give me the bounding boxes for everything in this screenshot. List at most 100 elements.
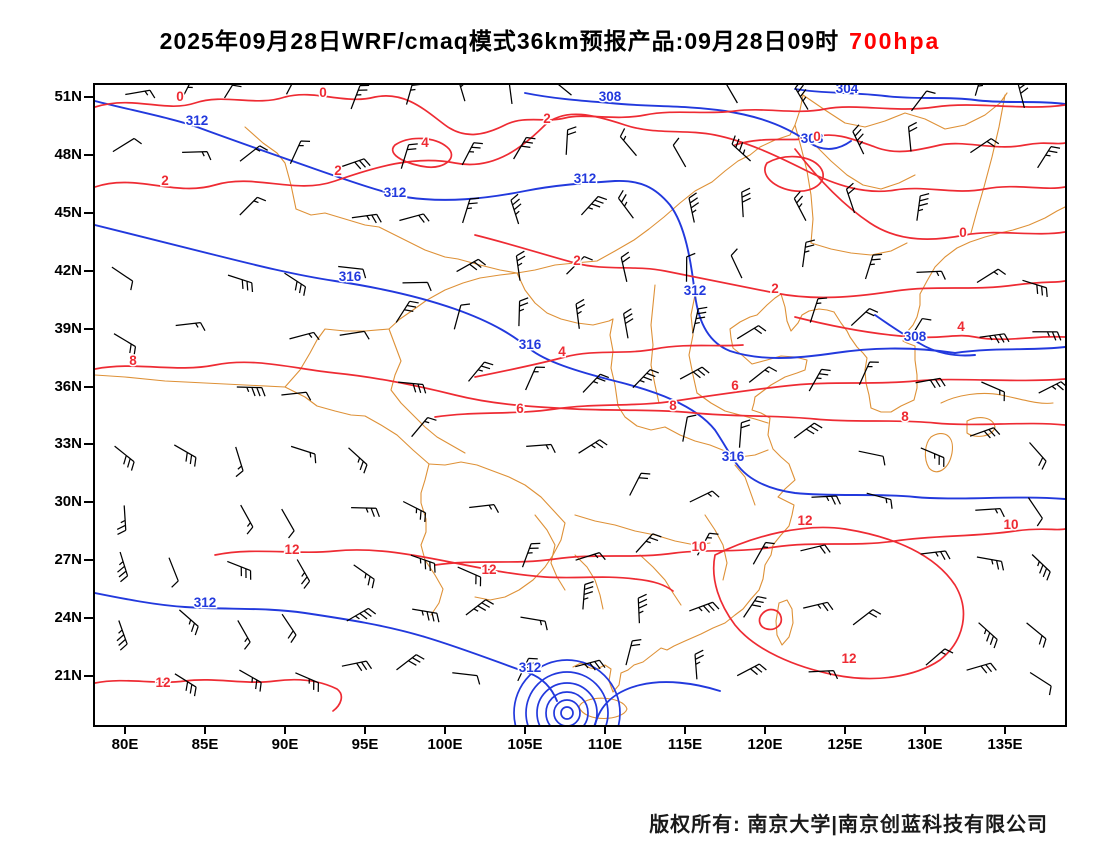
y-axis-tick bbox=[84, 675, 93, 677]
wind-barb bbox=[339, 330, 370, 340]
wind-barb bbox=[850, 307, 879, 327]
wind-barb bbox=[1022, 279, 1048, 297]
wind-barb bbox=[736, 663, 767, 677]
wind-barb bbox=[341, 660, 373, 672]
y-axis-label: 39N bbox=[54, 320, 82, 337]
contour-label: 0 bbox=[959, 225, 967, 240]
wind-barb bbox=[793, 422, 823, 439]
wind-barb bbox=[518, 297, 529, 327]
wind-barb bbox=[223, 85, 247, 99]
wind-barb bbox=[803, 601, 834, 612]
wind-barb bbox=[351, 213, 382, 224]
x-axis-label: 115E bbox=[667, 736, 703, 753]
wind-barb bbox=[925, 648, 954, 666]
wind-barb bbox=[412, 608, 440, 623]
wind-barb bbox=[808, 669, 839, 680]
x-axis-tick bbox=[284, 726, 286, 734]
contour-label: 4 bbox=[558, 344, 566, 359]
wind-barb bbox=[113, 333, 137, 356]
x-axis-label: 105E bbox=[507, 736, 543, 753]
x-axis-label: 125E bbox=[827, 736, 863, 753]
wind-barb bbox=[465, 599, 494, 616]
wind-barb bbox=[916, 192, 930, 221]
contour-label: 308 bbox=[904, 329, 927, 344]
wind-barb bbox=[730, 248, 743, 279]
wind-barb bbox=[526, 443, 556, 454]
y-axis-tick bbox=[84, 559, 93, 561]
wind-barb bbox=[858, 450, 886, 466]
contour-label: 4 bbox=[421, 135, 429, 150]
contour-label: 316 bbox=[339, 269, 362, 284]
wind-barb bbox=[182, 150, 212, 161]
wind-barb bbox=[637, 593, 648, 624]
contour-label: 12 bbox=[284, 542, 299, 557]
wind-barb bbox=[227, 560, 252, 580]
contour-label: 2 bbox=[334, 163, 342, 178]
wind-barb bbox=[1032, 331, 1062, 341]
wind-barb bbox=[692, 306, 708, 334]
wind-barb bbox=[457, 566, 482, 587]
y-axis-label: 48N bbox=[54, 146, 82, 163]
wind-barb bbox=[979, 333, 1010, 344]
wind-barb bbox=[741, 187, 751, 218]
wind-barb bbox=[395, 300, 419, 323]
wind-barb bbox=[580, 195, 608, 216]
wind-barb bbox=[551, 85, 572, 96]
contour-label: 312 bbox=[684, 283, 707, 298]
wind-barb bbox=[281, 613, 297, 643]
wind-barb bbox=[724, 85, 738, 104]
wind-barb bbox=[452, 672, 481, 685]
wind-barb bbox=[731, 135, 752, 162]
wind-barb bbox=[517, 657, 538, 682]
contour-label: 4 bbox=[957, 319, 965, 334]
wind-barb bbox=[462, 197, 480, 224]
wind-barb bbox=[793, 191, 807, 221]
wind-barb bbox=[565, 126, 577, 155]
contour-label: 12 bbox=[797, 513, 812, 528]
wind-barb bbox=[858, 361, 879, 386]
wind-barb bbox=[178, 609, 199, 636]
x-axis-label: 100E bbox=[427, 736, 463, 753]
wind-barb bbox=[575, 552, 606, 561]
wind-barb bbox=[969, 427, 1001, 439]
wind-barb bbox=[285, 85, 308, 95]
y-axis-label: 24N bbox=[54, 609, 82, 626]
wind-barb bbox=[970, 138, 1000, 154]
wind-barb bbox=[295, 672, 320, 692]
wind-barb bbox=[457, 85, 467, 102]
contour-label: 0 bbox=[176, 89, 184, 104]
wind-barb bbox=[175, 322, 206, 331]
wind-barb bbox=[685, 252, 696, 282]
wind-barb bbox=[975, 507, 1005, 518]
contour-label: 12 bbox=[481, 562, 496, 577]
contour-label: 308 bbox=[801, 131, 824, 146]
y-axis-tick bbox=[84, 617, 93, 619]
wind-barb bbox=[696, 532, 719, 556]
wind-barb bbox=[410, 554, 436, 573]
wind-barb bbox=[239, 196, 267, 216]
y-axis-label: 27N bbox=[54, 551, 82, 568]
y-axis-tick bbox=[84, 386, 93, 388]
contour-label: 2 bbox=[161, 173, 169, 188]
wind-barb bbox=[508, 85, 518, 104]
y-axis-label: 42N bbox=[54, 262, 82, 279]
x-axis-tick bbox=[124, 726, 126, 734]
y-axis-label: 45N bbox=[54, 204, 82, 221]
wind-barb bbox=[976, 268, 1007, 284]
x-axis-tick bbox=[764, 726, 766, 734]
y-axis-tick bbox=[84, 212, 93, 214]
wind-barb bbox=[916, 270, 946, 280]
wind-barb bbox=[340, 158, 371, 170]
wind-barb bbox=[743, 595, 767, 618]
contour-label: 12 bbox=[155, 675, 170, 690]
wind-barb bbox=[920, 550, 951, 560]
y-axis-tick bbox=[84, 328, 93, 330]
wind-barb bbox=[515, 250, 526, 281]
contour-label: 316 bbox=[519, 337, 542, 352]
wind-barb bbox=[235, 446, 244, 478]
wind-barb bbox=[117, 551, 129, 583]
wind-barb bbox=[281, 391, 312, 401]
wind-barb bbox=[682, 414, 697, 442]
wind-barb bbox=[180, 85, 202, 101]
wind-barb bbox=[811, 495, 841, 505]
